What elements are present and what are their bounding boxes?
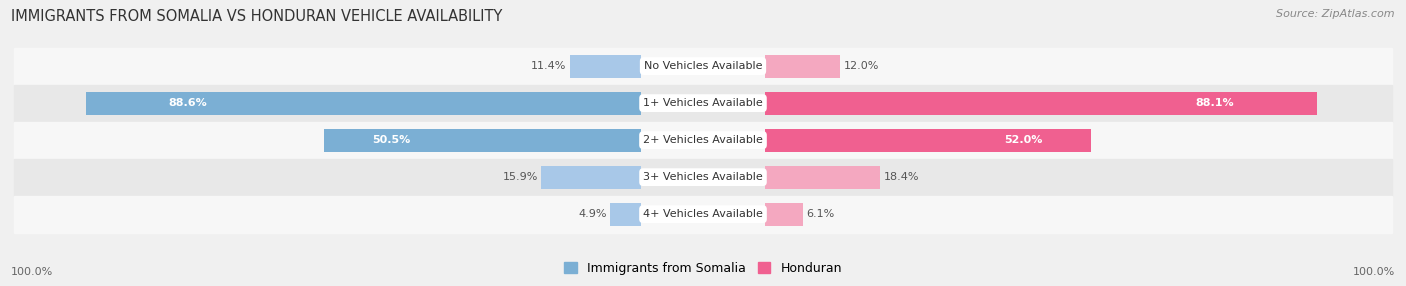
Bar xyxy=(610,203,641,226)
Text: 15.9%: 15.9% xyxy=(502,172,538,182)
Text: IMMIGRANTS FROM SOMALIA VS HONDURAN VEHICLE AVAILABILITY: IMMIGRANTS FROM SOMALIA VS HONDURAN VEHI… xyxy=(11,9,502,23)
Text: 100.0%: 100.0% xyxy=(1353,267,1395,277)
Bar xyxy=(765,55,841,78)
Bar xyxy=(569,55,641,78)
Text: 12.0%: 12.0% xyxy=(844,61,879,71)
Bar xyxy=(765,166,880,189)
Bar xyxy=(14,122,1392,159)
Text: 88.6%: 88.6% xyxy=(169,98,208,108)
Text: 18.4%: 18.4% xyxy=(884,172,920,182)
Text: 1+ Vehicles Available: 1+ Vehicles Available xyxy=(643,98,763,108)
Bar xyxy=(14,196,1392,233)
Text: 88.1%: 88.1% xyxy=(1197,98,1234,108)
Text: Source: ZipAtlas.com: Source: ZipAtlas.com xyxy=(1277,9,1395,19)
Bar xyxy=(14,47,1392,85)
Text: 3+ Vehicles Available: 3+ Vehicles Available xyxy=(643,172,763,182)
Text: 11.4%: 11.4% xyxy=(530,61,567,71)
Legend: Immigrants from Somalia, Honduran: Immigrants from Somalia, Honduran xyxy=(560,257,846,280)
Text: 52.0%: 52.0% xyxy=(1004,135,1042,145)
Text: 4.9%: 4.9% xyxy=(578,209,607,219)
Bar xyxy=(14,85,1392,122)
Text: 100.0%: 100.0% xyxy=(11,267,53,277)
Text: 2+ Vehicles Available: 2+ Vehicles Available xyxy=(643,135,763,145)
Bar xyxy=(765,203,803,226)
Text: 50.5%: 50.5% xyxy=(371,135,411,145)
Bar xyxy=(325,129,641,152)
Bar xyxy=(765,129,1091,152)
Text: 6.1%: 6.1% xyxy=(807,209,835,219)
Bar xyxy=(86,92,641,115)
Bar xyxy=(765,92,1317,115)
Text: No Vehicles Available: No Vehicles Available xyxy=(644,61,762,71)
Text: 4+ Vehicles Available: 4+ Vehicles Available xyxy=(643,209,763,219)
Bar xyxy=(14,159,1392,196)
Bar xyxy=(541,166,641,189)
